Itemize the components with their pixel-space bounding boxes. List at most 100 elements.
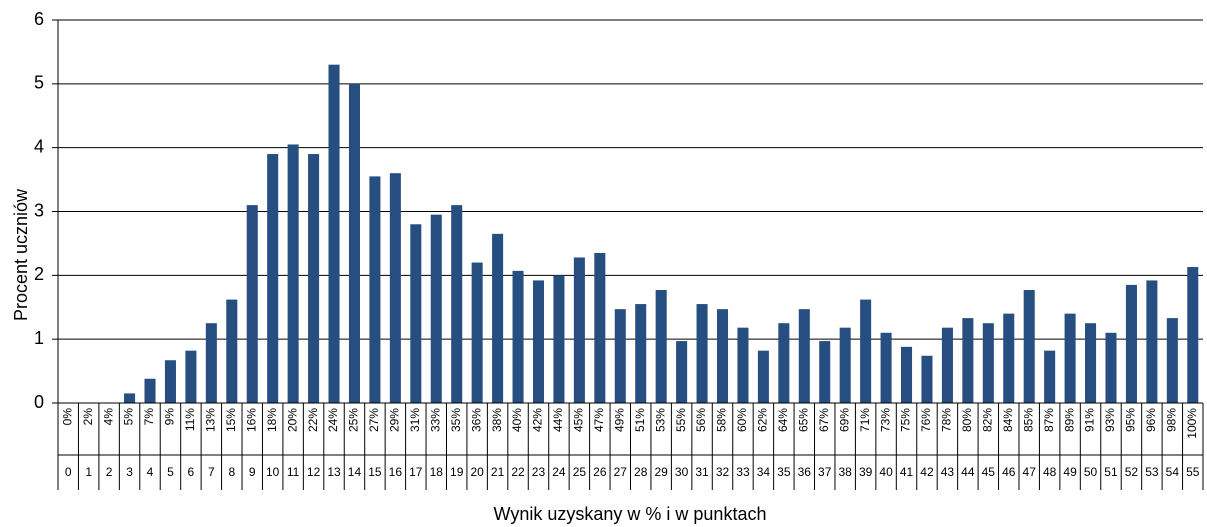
x-tick-label: 69% bbox=[837, 408, 851, 432]
x-tick-label: 38% bbox=[490, 408, 504, 432]
x-tick-label: 0% bbox=[60, 408, 74, 426]
x-sub-tick-label: 15 bbox=[368, 465, 382, 479]
x-tick-label: 47% bbox=[592, 408, 606, 432]
bar bbox=[164, 360, 176, 403]
x-tick-label: 9% bbox=[163, 408, 177, 426]
bar bbox=[1146, 280, 1158, 403]
x-sub-tick-label: 41 bbox=[900, 465, 914, 479]
y-tick-label: 4 bbox=[34, 136, 44, 156]
x-sub-tick-label: 2 bbox=[106, 465, 113, 479]
bar bbox=[389, 173, 401, 403]
x-tick-label: 36% bbox=[469, 408, 483, 432]
bar bbox=[328, 64, 340, 403]
x-sub-tick-label: 26 bbox=[593, 465, 607, 479]
x-sub-tick-label: 7 bbox=[208, 465, 215, 479]
x-sub-tick-label: 21 bbox=[491, 465, 505, 479]
bar bbox=[1105, 332, 1117, 403]
bar bbox=[819, 341, 831, 403]
x-sub-tick-label: 5 bbox=[167, 465, 174, 479]
x-sub-tick-label: 51 bbox=[1104, 465, 1118, 479]
x-sub-tick-label: 24 bbox=[552, 465, 566, 479]
x-tick-label: 4% bbox=[101, 408, 115, 426]
x-tick-label: 98% bbox=[1165, 408, 1179, 432]
x-sub-tick-label: 8 bbox=[228, 465, 235, 479]
x-tick-label: 7% bbox=[142, 408, 156, 426]
x-tick-label: 64% bbox=[776, 408, 790, 432]
x-tick-label: 84% bbox=[1001, 408, 1015, 432]
x-tick-label: 44% bbox=[551, 408, 565, 432]
x-tick-label: 40% bbox=[510, 408, 524, 432]
x-sub-tick-label: 16 bbox=[389, 465, 403, 479]
x-sub-tick-label: 14 bbox=[348, 465, 362, 479]
bar bbox=[1166, 318, 1178, 403]
x-sub-tick-label: 4 bbox=[147, 465, 154, 479]
x-tick-label: 95% bbox=[1124, 408, 1138, 432]
x-sub-tick-label: 42 bbox=[920, 465, 934, 479]
bar bbox=[124, 393, 136, 403]
x-sub-tick-label: 0 bbox=[65, 465, 72, 479]
bar bbox=[880, 332, 892, 403]
bar bbox=[144, 378, 156, 403]
x-sub-tick-label: 48 bbox=[1043, 465, 1057, 479]
bar bbox=[614, 309, 626, 403]
x-tick-label: 55% bbox=[674, 408, 688, 432]
x-tick-label: 67% bbox=[817, 408, 831, 432]
bar bbox=[1044, 350, 1056, 403]
bar bbox=[267, 154, 279, 403]
x-sub-tick-label: 27 bbox=[614, 465, 628, 479]
x-sub-tick-label: 50 bbox=[1084, 465, 1098, 479]
x-tick-label: 25% bbox=[347, 408, 361, 432]
bar bbox=[246, 205, 258, 403]
x-tick-label: 11% bbox=[183, 408, 197, 431]
bar bbox=[716, 309, 729, 403]
x-sub-tick-label: 25 bbox=[573, 465, 587, 479]
bar bbox=[1125, 284, 1137, 403]
x-tick-label: 33% bbox=[428, 408, 442, 432]
x-sub-tick-label: 43 bbox=[941, 465, 955, 479]
x-tick-label: 5% bbox=[122, 408, 136, 426]
x-sub-tick-label: 54 bbox=[1166, 465, 1180, 479]
y-axis-title: Procent uczniów bbox=[11, 188, 31, 321]
bar bbox=[308, 154, 320, 403]
x-sub-tick-label: 39 bbox=[859, 465, 873, 479]
x-sub-tick-label: 23 bbox=[532, 465, 546, 479]
bar bbox=[941, 327, 953, 403]
x-tick-label: 13% bbox=[204, 408, 218, 432]
x-sub-tick-label: 10 bbox=[266, 465, 280, 479]
bar bbox=[778, 323, 790, 403]
bar bbox=[512, 270, 524, 403]
x-tick-label: 100% bbox=[1185, 408, 1199, 439]
x-tick-label: 85% bbox=[1021, 408, 1035, 432]
x-tick-label: 73% bbox=[878, 408, 892, 432]
x-tick-label: 76% bbox=[919, 408, 933, 432]
x-sub-tick-label: 18 bbox=[430, 465, 444, 479]
x-tick-label: 96% bbox=[1144, 408, 1158, 432]
bar bbox=[798, 309, 810, 403]
x-sub-tick-label: 22 bbox=[511, 465, 525, 479]
x-sub-tick-label: 31 bbox=[695, 465, 709, 479]
bar bbox=[839, 327, 851, 403]
x-tick-label: 31% bbox=[408, 408, 422, 432]
x-sub-tick-label: 38 bbox=[839, 465, 853, 479]
x-tick-label: 75% bbox=[899, 408, 913, 432]
x-tick-label: 27% bbox=[367, 408, 381, 432]
x-sub-tick-label: 35 bbox=[777, 465, 791, 479]
bar bbox=[451, 205, 463, 403]
x-tick-label: 18% bbox=[265, 408, 279, 432]
bar bbox=[348, 83, 360, 403]
x-sub-tick-label: 1 bbox=[85, 465, 92, 479]
bar bbox=[430, 214, 442, 403]
bar bbox=[696, 304, 708, 403]
x-tick-label: 58% bbox=[715, 408, 729, 432]
bar bbox=[205, 323, 217, 403]
x-axis-title: Wynik uzyskany w % i w punktach bbox=[494, 504, 767, 524]
x-sub-tick-label: 13 bbox=[327, 465, 341, 479]
bar bbox=[757, 350, 769, 403]
x-sub-tick-label: 11 bbox=[287, 465, 300, 479]
x-sub-tick-label: 17 bbox=[409, 465, 423, 479]
x-tick-label: 89% bbox=[1062, 408, 1076, 432]
x-tick-label: 91% bbox=[1083, 408, 1097, 432]
x-sub-tick-label: 44 bbox=[961, 465, 975, 479]
bar bbox=[676, 341, 688, 403]
bar bbox=[492, 233, 504, 403]
